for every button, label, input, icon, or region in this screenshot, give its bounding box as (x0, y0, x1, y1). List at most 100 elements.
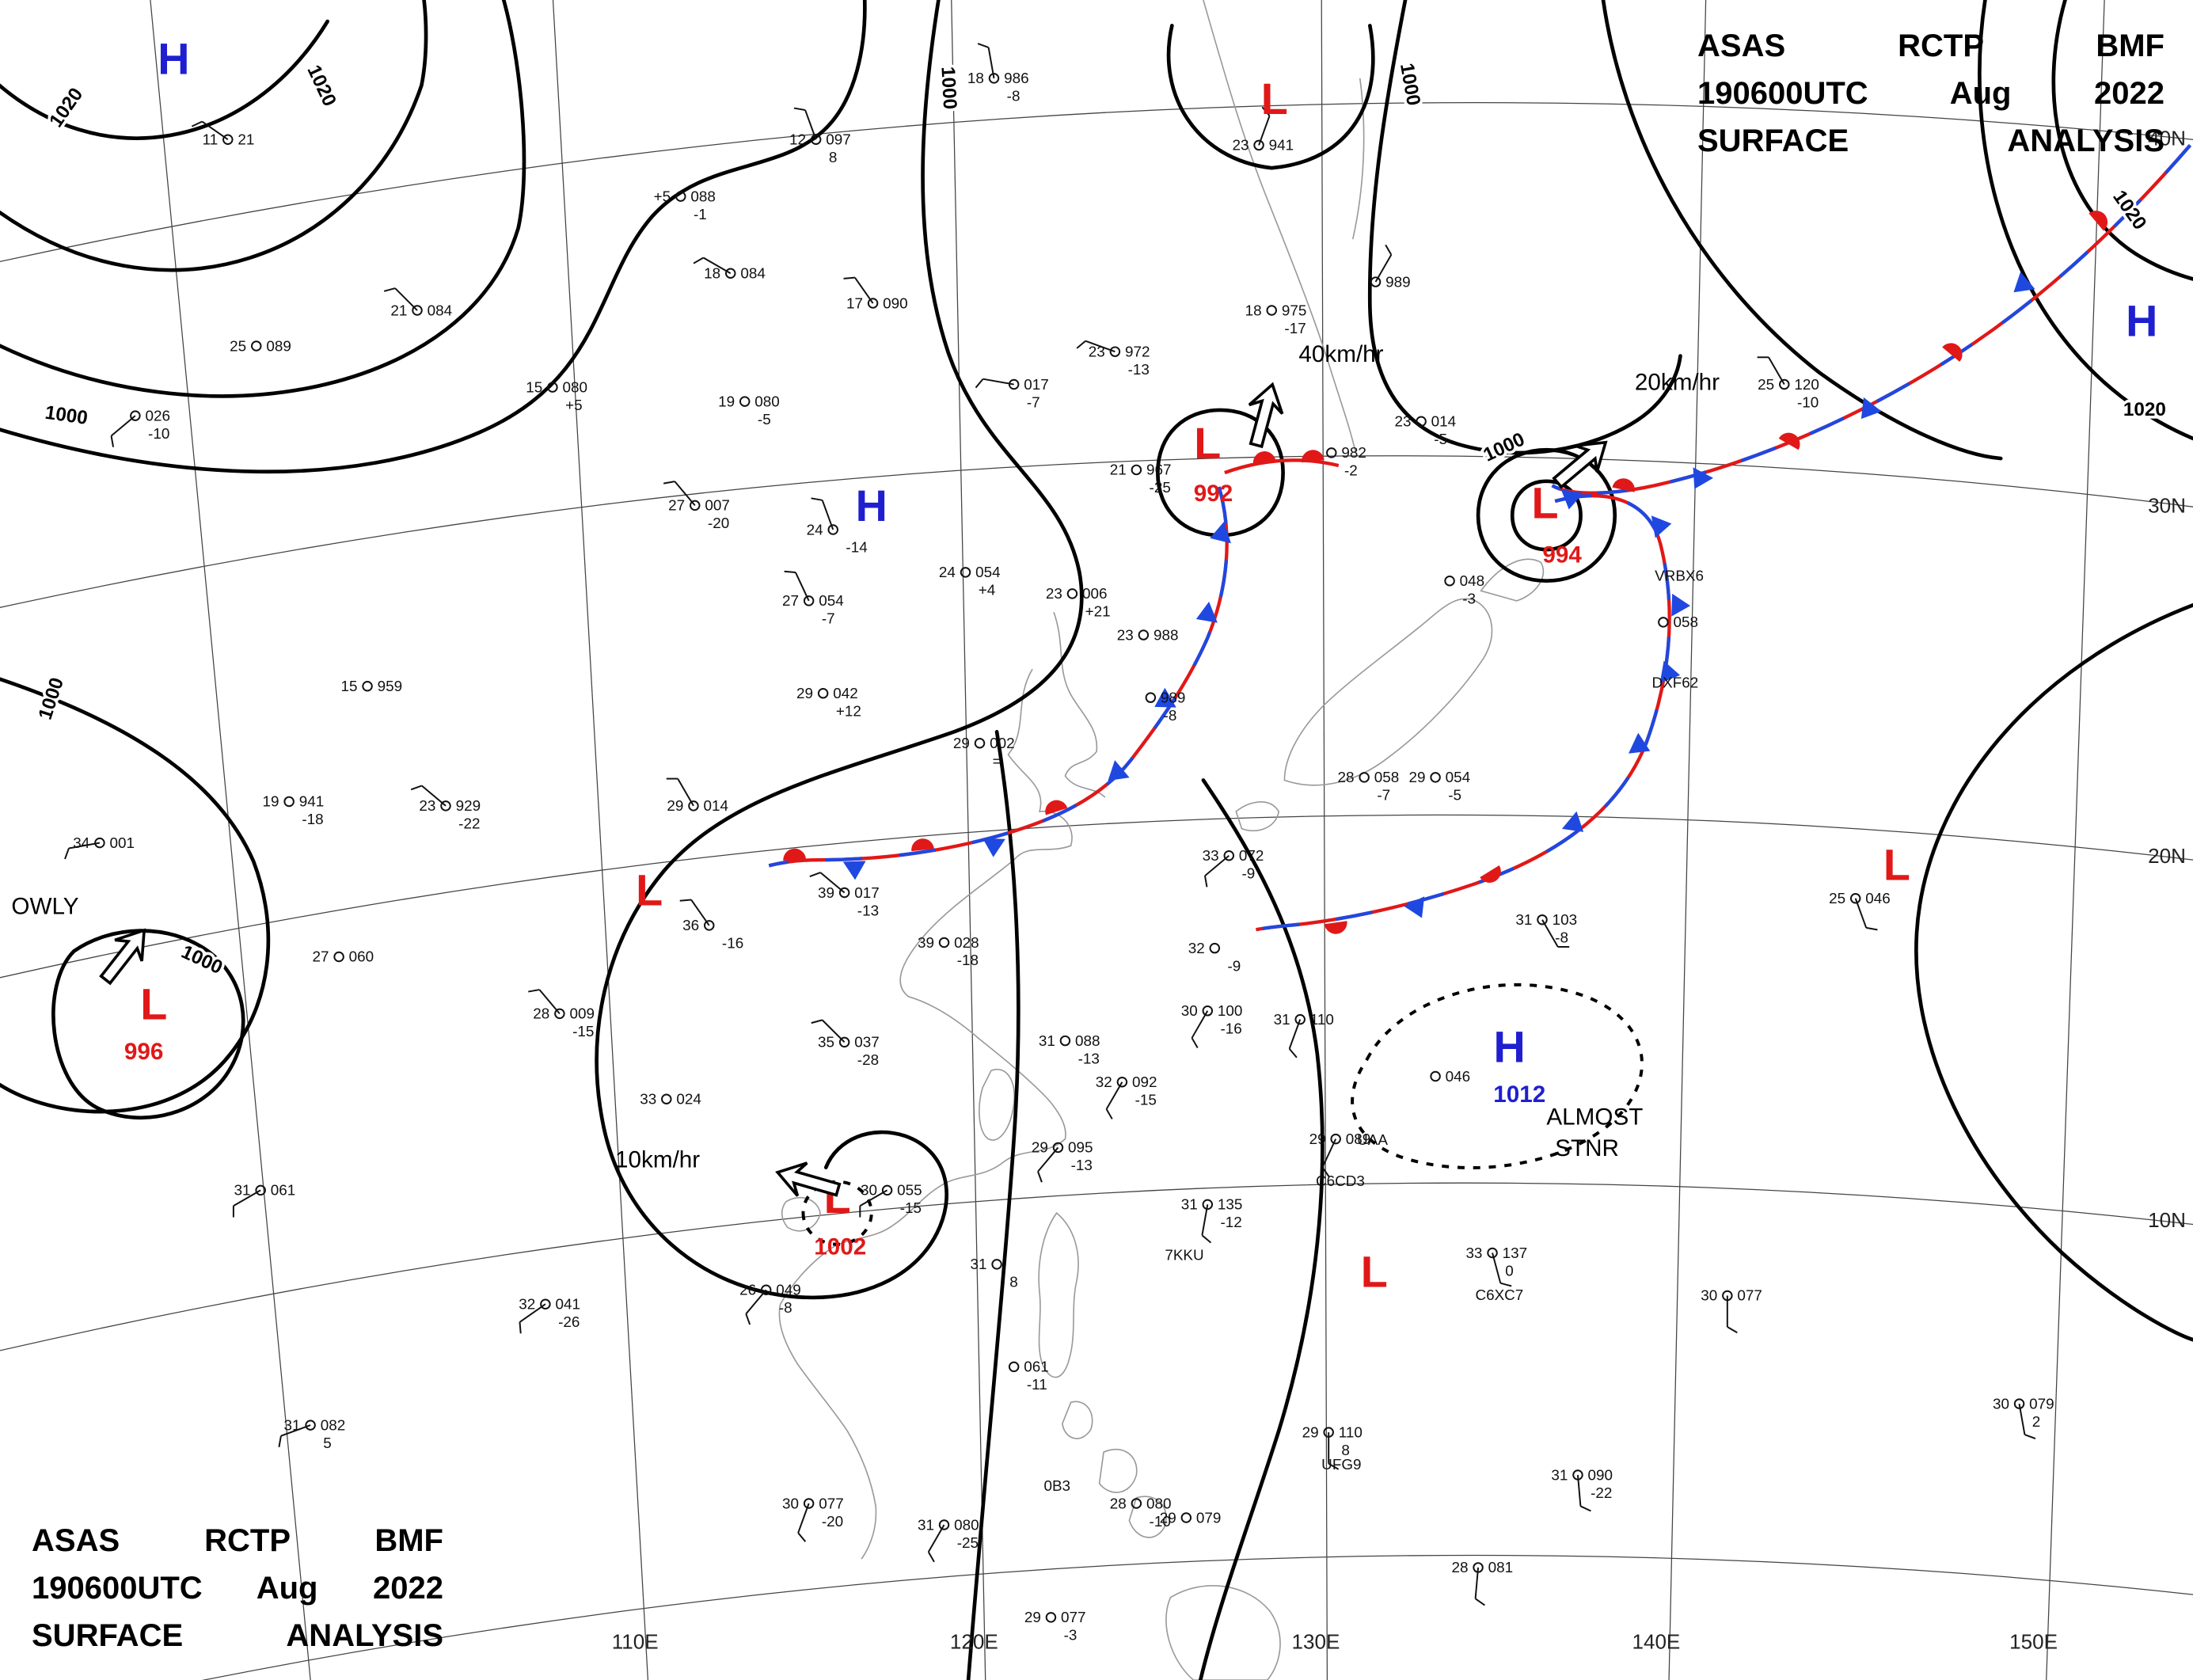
station-callsign: VRBX6 (1655, 568, 1704, 585)
station-plot: 31 080-25 (918, 1517, 979, 1563)
station-circle-icon (283, 796, 295, 808)
wind-barb-tick-icon (410, 785, 423, 791)
station-pressure: 986 (1004, 70, 1029, 87)
station-circle-icon (130, 410, 141, 421)
station-plot: 30 077 (1701, 1288, 1762, 1334)
annotation-text: OWLY (11, 894, 78, 920)
wind-barb-icon (804, 109, 817, 140)
station-plot: 28 058 -7 (1338, 770, 1400, 804)
cold-front-triangle-icon (1671, 593, 1691, 617)
station-temp: 29 (796, 686, 813, 702)
station-circle-icon (1416, 416, 1427, 428)
station-callsign: UFG9 (1321, 1457, 1361, 1473)
wind-barb-icon (1321, 1138, 1337, 1168)
center-pressure-value: 992 (1194, 481, 1233, 507)
station-circle-icon (1116, 1076, 1128, 1088)
station-tendency: 2 (2032, 1414, 2041, 1431)
low-center-letter: L (1883, 840, 1910, 889)
station-pressure: 079 (2029, 1396, 2054, 1412)
annotation-text: 20km/hr (1635, 370, 1720, 396)
station-circle-icon (1109, 346, 1121, 357)
wind-barb-tick-icon (1385, 244, 1393, 256)
station-plot: 31 090-22 (1551, 1467, 1613, 1512)
wind-barb-icon (821, 1019, 846, 1043)
station-tendency: -7 (822, 611, 835, 628)
coastline (778, 1223, 895, 1560)
station-temp: 25 (1758, 377, 1774, 393)
station-pressure: 055 (897, 1183, 922, 1199)
coastline (1480, 558, 1545, 602)
longitude-line (951, 0, 986, 1680)
station-tendency: -10 (1797, 394, 1819, 411)
station-plot: 36 -16 (679, 899, 743, 952)
station-plot: 30 079 2 (1993, 1396, 2054, 1439)
station-callsign: 0B3 (1043, 1478, 1070, 1495)
station-pressure: 982 (1341, 445, 1366, 462)
wind-barb-tick-icon (811, 1019, 823, 1024)
station-circle-icon (222, 134, 234, 145)
station-temp: 18 (1245, 302, 1262, 319)
station-circle-icon (1487, 1247, 1498, 1259)
station-pressure: 110 (1339, 1424, 1363, 1441)
station-plot: 19 941-18 (263, 794, 325, 828)
station-tendency: 8 (829, 150, 838, 166)
station-plot: 35 037-28 (811, 1019, 880, 1069)
station-temp: 27 (668, 498, 685, 515)
cold-front-triangle-icon (1860, 397, 1882, 420)
station-temp: 27 (312, 949, 329, 966)
station-tendency: -20 (822, 1514, 843, 1530)
station-circle-icon (1008, 1361, 1020, 1373)
station-plot: 21 084 (383, 287, 453, 319)
station-temp: 30 (1701, 1288, 1717, 1305)
station-circle-icon (938, 937, 950, 948)
station-pressure: 967 (1146, 462, 1172, 479)
longitude-line (150, 0, 311, 1680)
isobar (0, 0, 867, 474)
station-plot: 25 089 (230, 338, 291, 355)
annotation-text: ALMOST (1546, 1104, 1643, 1131)
station-temp: 24 (939, 564, 956, 581)
station-plot: 31 110 (1274, 1012, 1334, 1059)
station-circle-icon (881, 1184, 893, 1196)
station-pressure: 084 (428, 302, 453, 319)
wind-barb-icon (982, 378, 1014, 386)
low-center-letter: L (1532, 479, 1559, 528)
coastline (894, 668, 1073, 1226)
stationary-front-line (1256, 494, 1671, 932)
station-circle-icon (1131, 464, 1142, 476)
station-temp: 31 (1551, 1467, 1568, 1484)
wind-barb-icon (819, 872, 846, 894)
station-temp: 34 (73, 835, 89, 852)
longitude-line (1321, 0, 1328, 1680)
station-circle-icon (803, 595, 815, 606)
station-pressure: 989 (1385, 274, 1411, 291)
isobar-value-label: 1000 (1396, 62, 1424, 108)
station-circle-icon (255, 1184, 266, 1196)
wind-barb-tick-icon (809, 872, 821, 877)
station-temp: 33 (1203, 848, 1219, 865)
wind-barb-icon (745, 1289, 767, 1315)
station-pressure: 975 (1282, 302, 1307, 319)
station-circle-icon (1326, 447, 1337, 458)
station-circle-icon (988, 73, 1000, 84)
station-circle-icon (1253, 139, 1264, 151)
station-circle-icon (838, 1036, 850, 1048)
station-plot: 31 103-8 (1515, 912, 1577, 948)
station-pressure: 007 (705, 498, 730, 515)
station-circle-icon (1359, 772, 1370, 783)
station-circle-icon (412, 305, 423, 316)
station-plot: 29 089 (1309, 1131, 1370, 1177)
station-pressure: 941 (1269, 138, 1294, 154)
wind-barb-tick-icon (1037, 1171, 1043, 1183)
station-plot: 058 (1658, 614, 1698, 631)
coastline (1128, 1496, 1167, 1538)
station-temp: 29 (1032, 1140, 1048, 1157)
station-circle-icon (1658, 617, 1669, 628)
station-plot: 24 -14 (807, 497, 868, 557)
station-temp: 29 (1408, 770, 1425, 786)
station-temp: 19 (263, 794, 279, 811)
wind-barb-tick-icon (2024, 1434, 2036, 1439)
wind-barb-icon (690, 899, 710, 926)
station-temp: 23 (419, 798, 435, 815)
coastline (781, 1197, 821, 1232)
